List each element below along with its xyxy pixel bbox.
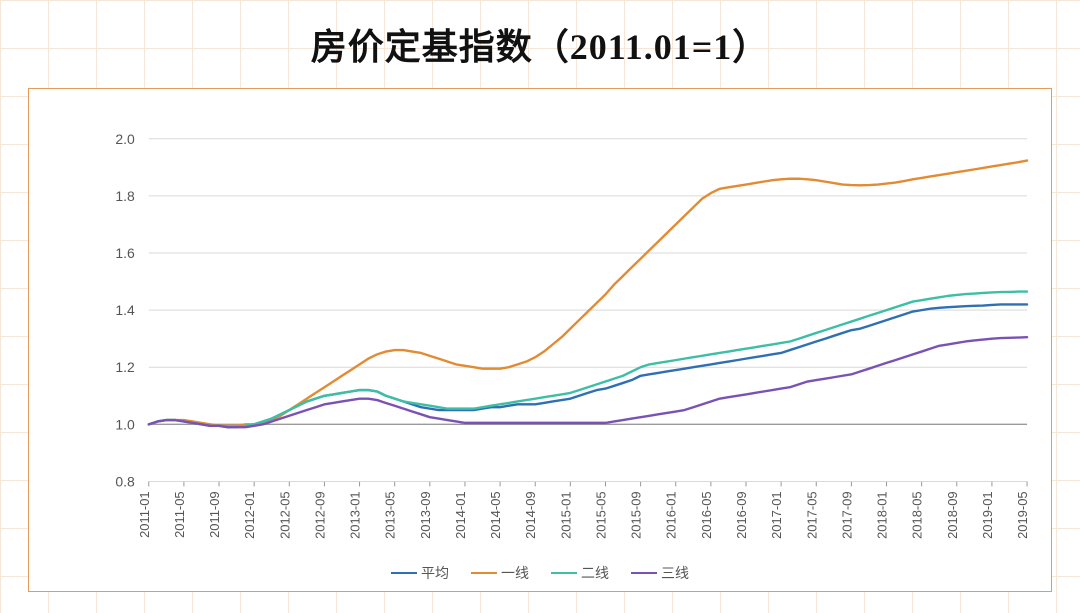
legend-swatch bbox=[391, 572, 417, 574]
x-tick-label: 2014-05 bbox=[488, 491, 503, 538]
legend-item: 平均 bbox=[391, 563, 449, 583]
legend-item: 三线 bbox=[631, 563, 689, 583]
x-tick-label: 2017-01 bbox=[769, 491, 784, 538]
legend-label: 平均 bbox=[421, 563, 449, 583]
legend-label: 一线 bbox=[501, 563, 529, 583]
y-tick-label: 1.6 bbox=[115, 245, 135, 261]
series-line-平均 bbox=[149, 304, 1027, 427]
legend-label: 二线 bbox=[581, 563, 609, 583]
chart-frame: 0.8 1.0 1.2 1.4 1.6 1.8 2.0 2011-01 2011-05 2011-… bbox=[28, 88, 1052, 592]
x-tick-label: 2018-09 bbox=[945, 491, 960, 538]
legend-swatch bbox=[551, 572, 577, 574]
x-tick-label: 2011-01 bbox=[137, 491, 152, 538]
x-tick-label: 2014-01 bbox=[453, 491, 468, 538]
x-tick-label: 2012-05 bbox=[277, 491, 292, 538]
legend-swatch bbox=[631, 572, 657, 574]
x-tick-label: 2015-05 bbox=[593, 491, 608, 538]
x-tick-label: 2015-01 bbox=[558, 491, 573, 538]
x-tick-label: 2016-05 bbox=[699, 491, 714, 538]
y-tick-label: 2.0 bbox=[115, 131, 135, 147]
x-tick-label: 2012-01 bbox=[242, 491, 257, 538]
legend-swatch bbox=[471, 572, 497, 574]
x-tick-label: 2013-09 bbox=[418, 491, 433, 538]
x-tick-label: 2017-05 bbox=[804, 491, 819, 538]
x-tick-label: 2012-09 bbox=[312, 491, 327, 538]
y-tick-label: 1.8 bbox=[115, 188, 135, 204]
x-tick-label: 2018-01 bbox=[875, 491, 890, 538]
x-tick-label: 2013-01 bbox=[348, 491, 363, 538]
legend-item: 一线 bbox=[471, 563, 529, 583]
x-tick-label: 2019-05 bbox=[1015, 491, 1030, 538]
legend-item: 二线 bbox=[551, 563, 609, 583]
y-tick-label: 0.8 bbox=[115, 473, 135, 489]
x-tick-label: 2014-09 bbox=[523, 491, 538, 538]
x-tick-label: 2011-09 bbox=[207, 491, 222, 538]
x-tick-label: 2019-01 bbox=[980, 491, 995, 538]
legend-label: 三线 bbox=[661, 563, 689, 583]
x-tick-label: 2016-01 bbox=[664, 491, 679, 538]
chart-legend: 平均 一线 二线 三线 bbox=[29, 563, 1051, 583]
y-tick-label: 1.0 bbox=[115, 416, 135, 432]
y-tick-label: 1.4 bbox=[115, 302, 135, 318]
chart-svg: 0.8 1.0 1.2 1.4 1.6 1.8 2.0 2011-01 2011-05 2011-… bbox=[29, 89, 1051, 591]
y-tick-label: 1.2 bbox=[115, 359, 135, 375]
x-tick-label: 2018-05 bbox=[910, 491, 925, 538]
x-tick-label: 2015-09 bbox=[629, 491, 644, 538]
x-tick-label: 2016-09 bbox=[734, 491, 749, 538]
chart-title: 房价定基指数（2011.01=1） bbox=[0, 18, 1080, 70]
x-tick-label: 2011-05 bbox=[172, 491, 187, 538]
x-tick-label: 2017-09 bbox=[839, 491, 854, 538]
x-tick-label: 2013-05 bbox=[383, 491, 398, 538]
